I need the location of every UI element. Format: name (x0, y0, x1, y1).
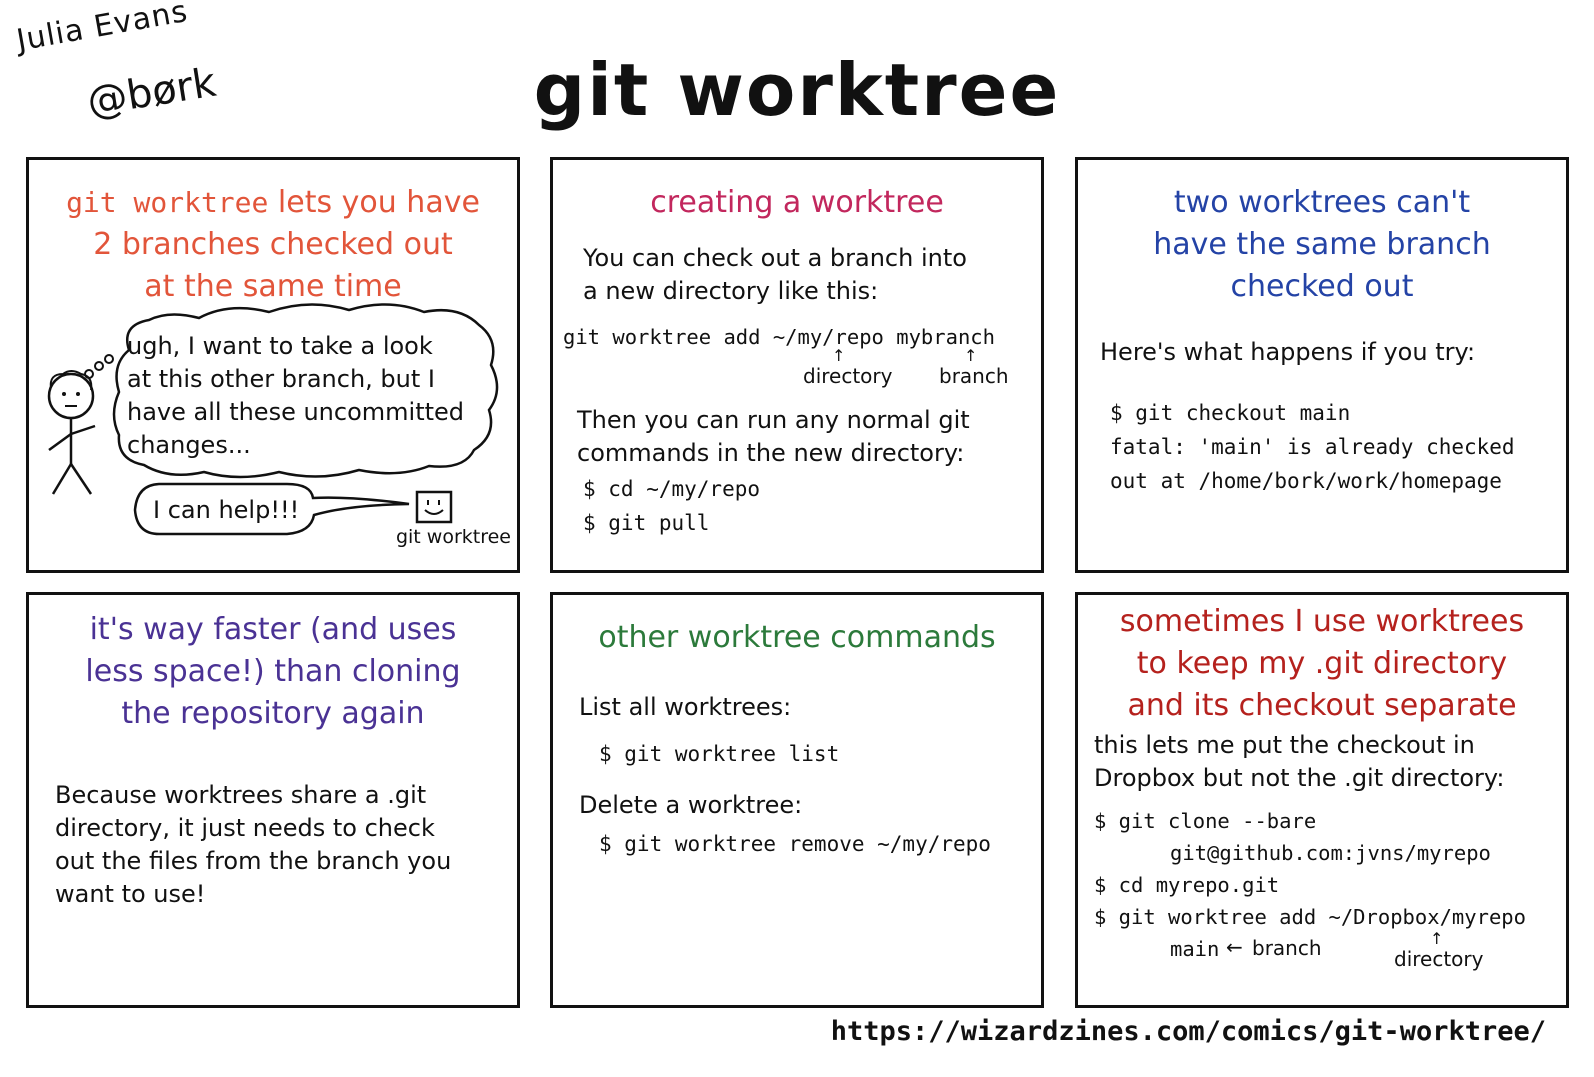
thought-cloud-outline (112, 303, 499, 479)
code-line: $ git pull (583, 511, 710, 535)
title-line-1: sometimes I use worktrees (1119, 604, 1525, 639)
title-line-2: less space!) than cloning (85, 654, 461, 689)
worktree-add-command: git worktree add ~/my/repo mybranch (563, 325, 995, 349)
arrow-left-icon: ← (1226, 935, 1243, 959)
title-line-2: to keep my .git directory (1136, 646, 1508, 681)
code-line: $ cd ~/my/repo (583, 477, 761, 501)
title-line-1: it's way faster (and uses (89, 612, 457, 647)
faster-text: Because worktrees share a .git directory… (55, 779, 451, 911)
stick-figure-icon (47, 370, 96, 495)
separate-code-4: $ git worktree add ~/Dropbox/myrepo (1094, 905, 1526, 929)
panel-creating-title: creating a worktree (650, 185, 944, 220)
label-directory: directory (803, 364, 893, 388)
panel-creating: creating a worktree You can check out a … (550, 157, 1044, 573)
text-line-1: this lets me put the checkout in (1094, 731, 1475, 759)
creating-then: Then you can run any normal git commands… (577, 404, 970, 470)
source-url[interactable]: https://wizardzines.com/comics/git-workt… (830, 1016, 1546, 1047)
label-branch: branch (1252, 936, 1322, 960)
creating-then-line-2: commands in the new directory: (577, 439, 965, 467)
thought-dot-3 (104, 354, 114, 364)
title-command: git worktree (66, 186, 269, 219)
git-worktree-character-icon (415, 490, 453, 524)
arrow-up-icon: ↑ (832, 346, 846, 365)
title-line-3: the repository again (121, 696, 425, 731)
character-label: git worktree (395, 526, 511, 548)
panel-same-branch-title: two worktrees can't have the same branch… (1078, 182, 1566, 308)
same-branch-text: Here's what happens if you try: (1100, 338, 1476, 366)
delete-command: $ git worktree remove ~/my/repo (599, 832, 991, 856)
panel-other-commands-title: other worktree commands (598, 620, 996, 655)
panel-faster: it's way faster (and uses less space!) t… (26, 592, 520, 1008)
thought-dot-2 (94, 361, 104, 371)
code-line: fatal: 'main' is already checked (1110, 435, 1515, 459)
thought-bubble (84, 303, 499, 479)
thought-line-2: at this other branch, but I (127, 365, 435, 393)
title-line-2: have the same branch (1153, 227, 1491, 262)
panel-separate: sometimes I use worktrees to keep my .gi… (1075, 592, 1569, 1008)
label-directory: directory (1394, 947, 1484, 971)
thought-text: ugh, I want to take a look at this other… (127, 330, 464, 462)
same-branch-code: $ git checkout main fatal: 'main' is alr… (1110, 396, 1515, 498)
title-line-1: two worktrees can't (1173, 185, 1471, 220)
separate-text: this lets me put the checkout in Dropbox… (1094, 729, 1504, 795)
text-line-3: out the files from the branch you (55, 847, 452, 875)
creating-code: $ cd ~/my/repo $ git pull (583, 472, 760, 540)
separate-code-1: $ git clone --bare (1094, 809, 1317, 833)
page-title: git worktree (533, 48, 1061, 132)
label-branch: branch (939, 364, 1009, 388)
panel-same-branch: two worktrees can't have the same branch… (1075, 157, 1569, 573)
separate-code-3: $ cd myrepo.git (1094, 873, 1280, 897)
list-label: List all worktrees: (579, 693, 792, 721)
delete-label: Delete a worktree: (579, 791, 803, 819)
title-line-3: and its checkout separate (1127, 688, 1517, 723)
thought-line-4: changes... (127, 431, 251, 459)
title-line-3: at the same time (144, 269, 402, 304)
arrow-up-icon: ↑ (964, 346, 978, 365)
title-line-3: checked out (1230, 269, 1414, 304)
arrow-up-icon: ↑ (1430, 929, 1444, 948)
code-line: $ git checkout main (1110, 401, 1351, 425)
panel-faster-title: it's way faster (and uses less space!) t… (29, 609, 517, 735)
creating-intro-line-2: a new directory like this: (583, 277, 879, 305)
text-line-2: directory, it just needs to check (55, 814, 435, 842)
text-line-2: Dropbox but not the .git directory: (1094, 764, 1505, 792)
panel-intro-title: git worktree lets you have 2 branches ch… (29, 182, 517, 308)
text-line-1: Because worktrees share a .git (55, 781, 427, 809)
code-line: out at /home/bork/work/homepage (1110, 469, 1502, 493)
speech-text: I can help!!! (153, 496, 300, 524)
separate-code-main: main (1170, 937, 1220, 961)
text-line-4: want to use! (55, 880, 206, 908)
panel-separate-title: sometimes I use worktrees to keep my .gi… (1078, 601, 1566, 727)
title-line-1: lets you have (277, 185, 480, 220)
separate-code-2: git@github.com:jvns/myrepo (1170, 841, 1491, 865)
panel-intro: git worktree lets you have 2 branches ch… (26, 157, 520, 573)
creating-intro-line-1: You can check out a branch into (583, 244, 967, 272)
creating-intro: You can check out a branch into a new di… (583, 242, 967, 308)
panel-other-commands: other worktree commands List all worktre… (550, 592, 1044, 1008)
thought-line-1: ugh, I want to take a look (127, 332, 433, 360)
speech-bubble (133, 482, 410, 536)
thought-line-3: have all these uncommitted (127, 398, 465, 426)
creating-then-line-1: Then you can run any normal git (577, 406, 970, 434)
list-command: $ git worktree list (599, 742, 840, 766)
title-line-2: 2 branches checked out (93, 227, 453, 262)
